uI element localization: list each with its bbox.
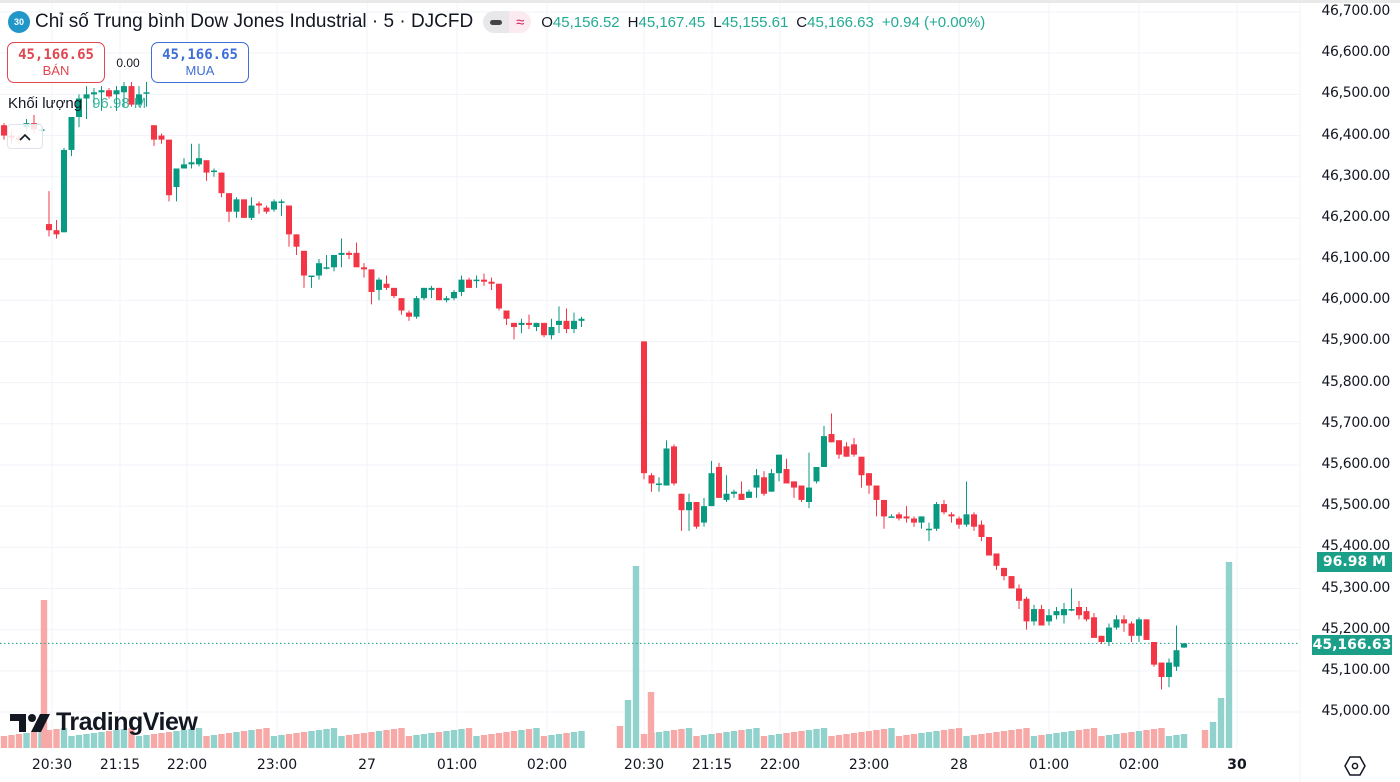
low-label: L [713, 13, 722, 31]
time-axis-label: 20:30 [31, 757, 73, 773]
high-label: H [627, 13, 639, 31]
chart-legend: 30 Chỉ số Trung bình Dow Jones Industria… [8, 9, 985, 35]
high-value: 45,167.45 [638, 13, 706, 31]
minus-icon[interactable] [483, 11, 510, 33]
last-price-tag: 45,166.63 [1312, 635, 1392, 655]
price-axis-label: 45,200.00 [1321, 620, 1390, 637]
open-label: O [541, 13, 553, 31]
trade-panel: 45,166.65 BÁN 0.00 45,166.65 MUA [7, 42, 249, 83]
legend-toggle-pill[interactable]: ≈ [483, 11, 532, 33]
price-axis-label: 46,700.00 [1321, 3, 1390, 19]
volume-label[interactable]: Khối lượng [8, 95, 83, 112]
price-axis-label: 46,400.00 [1321, 126, 1390, 143]
tradingview-logo-icon [10, 713, 50, 732]
volume-value: 96.98 M [92, 95, 147, 112]
collapse-legend-button[interactable] [7, 124, 43, 149]
buy-button[interactable]: 45,166.65 MUA [151, 42, 249, 83]
spread-value: 0.00 [116, 55, 140, 70]
time-axis-label: 30 [1227, 757, 1247, 773]
price-axis-label: 45,500.00 [1321, 497, 1390, 514]
time-axis-label: 01:00 [1028, 757, 1070, 773]
chevron-up-icon [19, 133, 31, 141]
time-axis-label: 01:00 [436, 757, 478, 773]
symbol-title[interactable]: Chỉ số Trung bình Dow Jones Industrial ·… [35, 11, 474, 32]
time-axis-label: 21:15 [99, 757, 141, 773]
price-axis-label: 46,000.00 [1321, 291, 1390, 308]
buy-label: MUA [185, 62, 215, 78]
sell-price: 45,166.65 [18, 46, 94, 63]
close-label: C [796, 13, 808, 31]
tradingview-logo[interactable]: TradingView [10, 708, 198, 737]
price-axis-label: 45,000.00 [1321, 703, 1390, 720]
time-axis-label: 27 [358, 757, 376, 773]
price-axis-label: 45,400.00 [1321, 538, 1390, 555]
price-axis-label: 46,600.00 [1321, 44, 1390, 61]
volume-tag: 96.98 M [1316, 552, 1392, 572]
sell-button[interactable]: 45,166.65 BÁN [7, 42, 105, 83]
approx-icon[interactable]: ≈ [509, 11, 532, 33]
ohlc-values: O45,156.52 H45,167.45 L45,155.61 C45,166… [541, 14, 985, 31]
time-axis-label: 21:15 [691, 757, 733, 773]
price-axis-label: 45,900.00 [1321, 332, 1390, 349]
price-axis-label: 45,300.00 [1321, 579, 1390, 596]
price-axis-label: 45,100.00 [1321, 661, 1390, 678]
sell-label: BÁN [42, 62, 70, 78]
price-axis-label: 46,500.00 [1321, 85, 1390, 102]
open-value: 45,156.52 [552, 13, 620, 31]
price-axis-label: 45,600.00 [1321, 455, 1390, 472]
time-axis-label: 22:00 [166, 757, 208, 773]
price-axis-label: 46,100.00 [1321, 250, 1390, 267]
time-axis-label: 20:30 [623, 757, 665, 773]
low-value: 45,155.61 [721, 13, 789, 31]
symbol-badge-icon[interactable]: 30 [8, 11, 30, 33]
settings-icon[interactable] [1343, 755, 1367, 777]
price-axis-label: 46,300.00 [1321, 167, 1390, 184]
time-axis-label: 23:00 [256, 757, 298, 773]
time-axis-label: 02:00 [526, 757, 568, 773]
time-axis-label: 02:00 [1118, 757, 1160, 773]
change-value: +0.94 (+0.00%) [881, 13, 986, 31]
time-axis-label: 23:00 [848, 757, 890, 773]
price-axis-label: 45,700.00 [1321, 414, 1390, 431]
time-axis-label: 22:00 [759, 757, 801, 773]
close-value: 45,166.63 [807, 13, 874, 31]
price-axis-label: 46,200.00 [1321, 208, 1390, 225]
volume-legend: Khối lượng 96.98 M [8, 95, 146, 112]
price-axis-label: 45,800.00 [1321, 373, 1390, 390]
buy-price: 45,166.65 [162, 46, 238, 63]
time-axis-label: 28 [950, 757, 968, 773]
tradingview-logo-text: TradingView [56, 708, 198, 736]
